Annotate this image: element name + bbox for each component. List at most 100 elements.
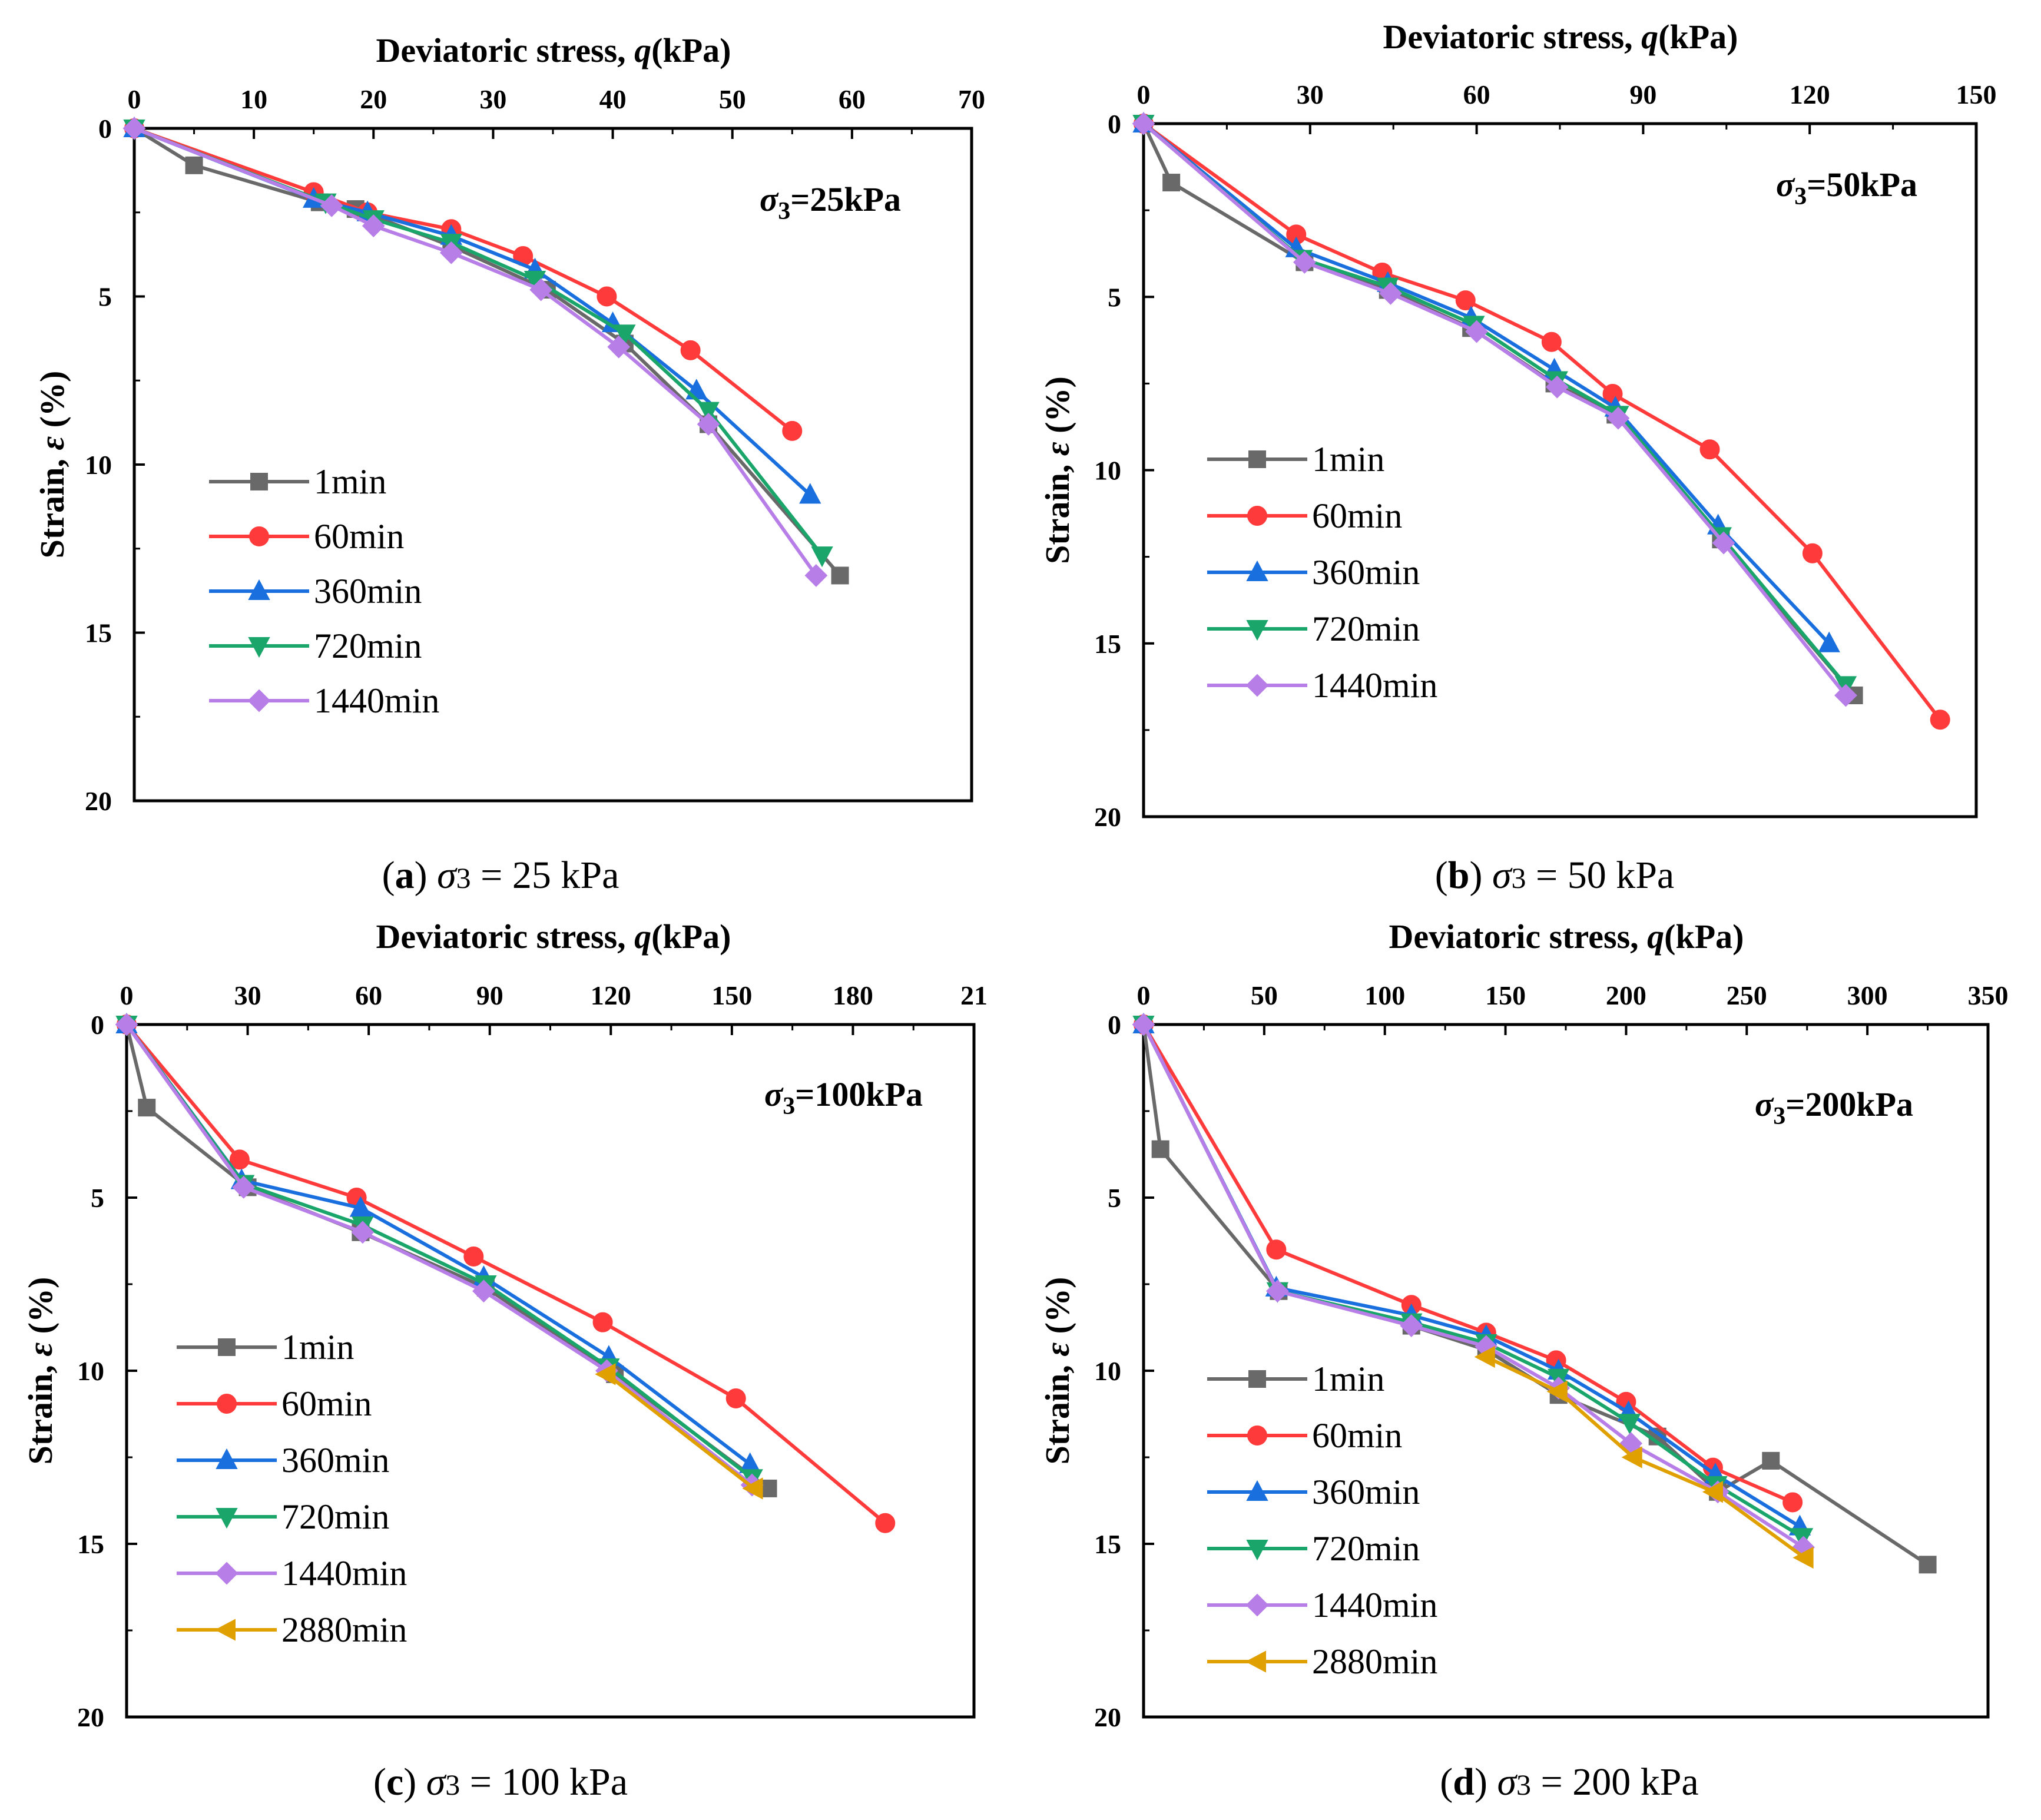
caption-paren-open: ( [1440, 1761, 1453, 1804]
y-tick-label: 5 [98, 282, 112, 312]
data-point [597, 286, 617, 307]
data-point [1265, 1279, 1289, 1303]
legend-marker [1246, 1480, 1268, 1501]
y-axis-title-variable: ε [33, 436, 71, 450]
y-axis-title-part: Strain, [1038, 456, 1076, 564]
caption-letter: c [386, 1761, 403, 1804]
x-axis-title-part: Deviatoric stress, [376, 31, 635, 69]
data-point [875, 1513, 896, 1533]
annotation-subscript: 3 [1794, 183, 1807, 210]
data-point [1162, 174, 1181, 192]
x-axis-title-variable: q [634, 31, 651, 69]
data-point [1132, 1013, 1155, 1036]
data-point [1762, 1451, 1780, 1470]
legend-marker [1248, 1370, 1266, 1388]
x-axis-title-part: Deviatoric stress, [1389, 917, 1648, 956]
annotation-value: =100kPa [795, 1075, 923, 1113]
data-point [1919, 1556, 1937, 1574]
data-point [362, 214, 385, 238]
data-point [115, 1013, 138, 1036]
y-axis-title: Strain, ε (%) [1038, 376, 1076, 564]
y-tick-label: 5 [1108, 282, 1121, 312]
x-tick-label: 60 [355, 980, 382, 1010]
series-line [1142, 1023, 1801, 1529]
data-point [607, 335, 631, 359]
y-axis-title-unit: (%) [1038, 1277, 1076, 1342]
y-axis-title-unit: (%) [33, 371, 71, 436]
y-tick-label: 10 [1094, 456, 1121, 486]
y-axis-title: Strain, ε (%) [33, 371, 71, 559]
data-point [1782, 1492, 1803, 1513]
series-line [605, 1373, 756, 1490]
caption-letter: d [1453, 1761, 1475, 1804]
x-axis-title-unit: (kPa) [1658, 18, 1738, 56]
y-tick-label: 10 [1094, 1356, 1121, 1386]
x-tick-label: 10 [240, 84, 267, 114]
x-axis-title-variable: q [634, 917, 651, 956]
data-point [1379, 281, 1402, 305]
data-point [351, 1221, 375, 1244]
data-point [1151, 1140, 1169, 1158]
legend-label: 1min [314, 462, 386, 501]
data-point [1699, 439, 1720, 460]
data-point [782, 420, 803, 441]
annotation-value: =50kPa [1807, 165, 1917, 204]
data-point [1818, 631, 1840, 652]
data-point [229, 1149, 250, 1170]
x-axis-title-unit: (kPa) [1664, 917, 1744, 956]
series-line [1142, 1023, 1805, 1549]
legend-marker [248, 637, 270, 658]
data-point [1792, 1546, 1814, 1569]
y-axis-title-part: Strain, [21, 1357, 59, 1465]
data-point [697, 413, 720, 436]
data-point [463, 1246, 484, 1267]
data-point [1400, 1314, 1423, 1337]
data-point [1930, 710, 1950, 730]
y-tick-label: 0 [91, 1010, 104, 1040]
data-point [1802, 543, 1823, 563]
data-point [185, 156, 203, 174]
y-tick-label: 5 [1108, 1183, 1121, 1213]
caption-value: = 200 kPa [1531, 1761, 1699, 1804]
legend-marker [1245, 1650, 1266, 1673]
x-tick-label: 250 [1727, 980, 1767, 1010]
legend-marker [1248, 450, 1266, 468]
series-line [1142, 122, 1847, 697]
legend-label: 2880min [281, 1610, 407, 1649]
annotation-subscript: 3 [778, 198, 790, 225]
legend-marker [1246, 560, 1268, 581]
series-2880min [1474, 1345, 1814, 1569]
x-axis-title-variable: q [1641, 18, 1658, 56]
y-tick-label: 0 [98, 114, 112, 144]
x-tick-label: 20 [360, 84, 387, 114]
x-axis-title: Deviatoric stress, q(kPa) [376, 917, 731, 956]
chart-panel-d: 0 50 100 150 200 250 300 350 0 5 10 15 20 Deviatoric … [1038, 917, 2009, 1804]
x-tick-label: 150 [1956, 79, 1997, 110]
panel-caption: (c) σ3 = 100 kPa [373, 1761, 628, 1804]
legend-marker [250, 473, 268, 490]
series-line [1142, 122, 1847, 687]
legend-marker [248, 579, 270, 600]
x-axis-title: Deviatoric stress, q(kPa) [376, 31, 731, 69]
y-tick-label: 15 [1094, 1529, 1121, 1559]
data-point [1132, 112, 1155, 135]
y-tick-label: 15 [77, 1529, 104, 1559]
x-tick-label: 200 [1606, 980, 1646, 1010]
data-point [1606, 406, 1630, 430]
caption-paren-close: ) [1475, 1761, 1497, 1804]
y-tick-label: 15 [1094, 629, 1121, 659]
annotation-subscript: 3 [783, 1093, 795, 1120]
x-tick-label: 40 [599, 84, 627, 114]
x-axis-title-unit: (kPa) [651, 917, 731, 956]
x-tick-label: 90 [476, 980, 503, 1010]
annotation-sigma: σ [1755, 1085, 1774, 1123]
data-point [1546, 1380, 1568, 1403]
data-point [1455, 290, 1476, 311]
y-tick-label: 0 [1108, 109, 1121, 139]
legend-marker [216, 1508, 238, 1529]
data-point [614, 324, 636, 346]
x-tick-label: 50 [719, 84, 746, 114]
legend-label: 1440min [1312, 1586, 1437, 1625]
caption-value: = 50 kPa [1526, 854, 1675, 897]
